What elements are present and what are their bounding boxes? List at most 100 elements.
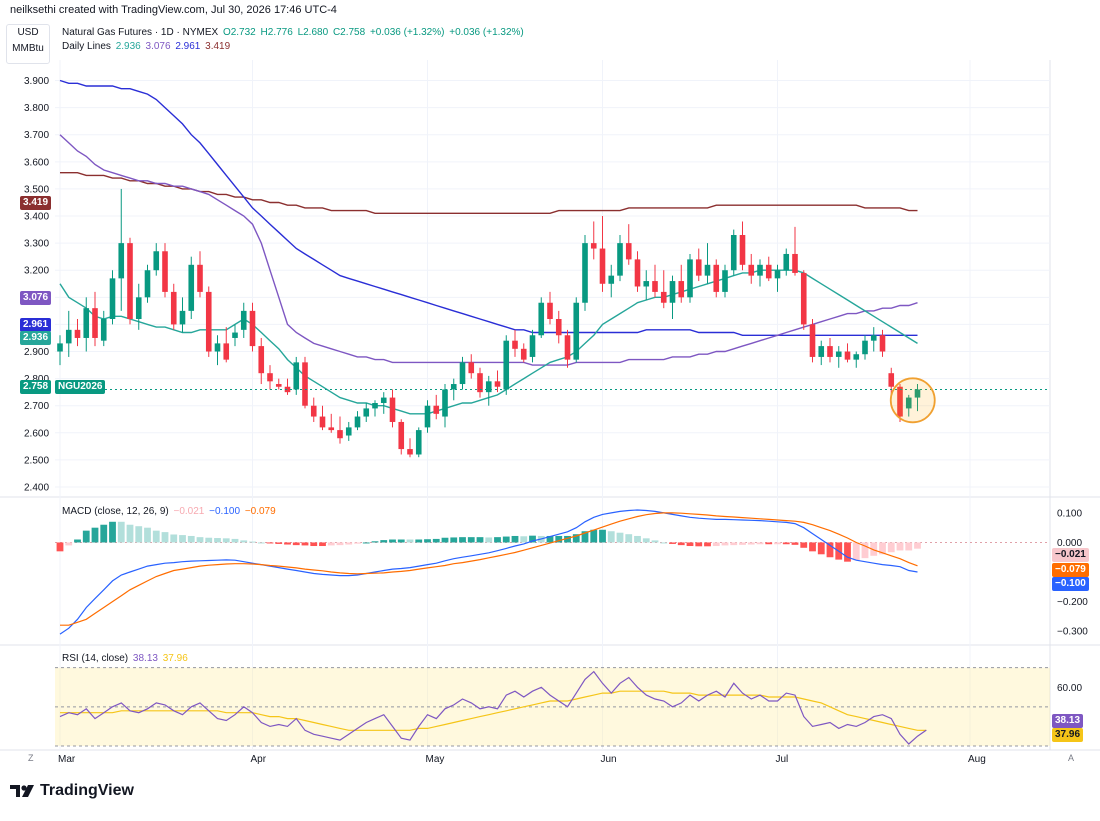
candle-body (205, 291, 212, 352)
macd-histogram-bar (152, 530, 160, 543)
macd-signal-line (60, 512, 918, 626)
candle-body (65, 329, 72, 344)
candle-body (827, 346, 833, 357)
ohlc-high: H2.776 (260, 27, 293, 38)
candle-body (293, 362, 300, 390)
macd-label: MACD (close, 12, 26, 9) (62, 506, 169, 517)
macd-histogram-bar (301, 542, 309, 546)
macd-histogram-bar (284, 542, 291, 545)
macd-histogram-bar (310, 542, 318, 547)
candle-body (144, 270, 151, 298)
tradingview-mark-icon (10, 783, 36, 799)
ma-line-maroon (60, 172, 918, 214)
candle-body (590, 243, 597, 249)
candle-body (800, 272, 807, 325)
unit-box[interactable]: USD MMBtu (6, 24, 50, 64)
candle-body (74, 329, 81, 338)
macd-histogram-bar (397, 539, 405, 543)
macd-histogram-bar (196, 537, 204, 543)
candle-body (564, 335, 571, 360)
candle-body (538, 302, 545, 336)
candle-body (652, 281, 658, 292)
price-tick-label: 3.500 (24, 184, 49, 195)
macd-histogram-bar (607, 531, 615, 543)
macd-histogram-bar (187, 535, 195, 543)
macd-histogram-bar (406, 539, 414, 543)
candle-body (240, 310, 247, 330)
ohlc-change-2: +0.036 (+1.32%) (449, 27, 524, 38)
candle-body (302, 362, 308, 406)
macd-histogram-bar (616, 532, 624, 543)
macd-histogram-bar (494, 537, 501, 543)
macd-legend: MACD (close, 12, 26, 9) −0.021 −0.100 −0… (62, 506, 278, 517)
price-tag-last: 2.758 (20, 380, 52, 394)
macd-histogram-bar (529, 535, 536, 543)
candle-body (687, 259, 693, 298)
macd-histogram-bar (345, 542, 353, 545)
candle-body (792, 253, 798, 273)
macd-histogram-bar (109, 521, 116, 543)
candle-body (862, 340, 868, 355)
candle-body (223, 343, 230, 360)
price-tick-label: 3.400 (24, 212, 49, 223)
candle-body (477, 373, 483, 393)
candle-body (722, 270, 728, 292)
candle-body (818, 346, 825, 357)
candle-body (249, 310, 256, 347)
macd-histogram-bar (275, 542, 283, 544)
contract-tag: NGU2026 (55, 380, 106, 394)
line-value-teal: 2.936 (115, 41, 141, 52)
candle-body (599, 248, 606, 284)
price-tag-blue: 2.961 (20, 318, 52, 332)
candle-body (415, 430, 422, 455)
candle-body (897, 386, 903, 417)
macd-tag-signal: −0.079 (1052, 563, 1089, 577)
macd-histogram-bar (415, 539, 423, 543)
symbol-name: Natural Gas Futures · 1D · NYMEX (62, 27, 219, 38)
time-tick-label: Jul (776, 754, 789, 765)
candle-body (118, 243, 125, 279)
price-tick-label: 3.200 (24, 266, 49, 277)
macd-histogram-bar (82, 530, 90, 543)
candle-body (582, 243, 588, 303)
candle-body (625, 243, 632, 260)
candle-body (617, 243, 623, 276)
macd-tag-macd: −0.100 (1052, 577, 1089, 591)
macd-histogram-bar (887, 542, 895, 553)
candle-body (730, 235, 737, 271)
candle-body (660, 291, 667, 303)
macd-histogram-bar (765, 542, 773, 545)
candle-body (319, 416, 326, 428)
macd-histogram-bar (170, 534, 178, 543)
price-tick-label: 2.500 (24, 455, 49, 466)
price-tag-maroon: 3.419 (20, 196, 52, 210)
candle-body (669, 281, 676, 303)
macd-histogram-bar (572, 534, 580, 543)
macd-histogram-bar (476, 537, 484, 543)
macd-histogram-bar (791, 542, 799, 545)
macd-histogram-bar (861, 542, 869, 559)
time-tick-label: May (426, 754, 445, 765)
macd-histogram-bar (117, 521, 125, 543)
a-label[interactable]: A (1068, 753, 1075, 763)
macd-histogram-bar (914, 542, 921, 549)
macd-histogram-bar (257, 542, 265, 544)
macd-histogram-bar (844, 542, 851, 562)
z-label[interactable]: Z (28, 753, 34, 763)
candle-body (92, 308, 98, 338)
macd-histogram-bar (380, 540, 388, 543)
rsi-tick-label: 60.00 (1057, 683, 1082, 694)
price-tick-label: 2.800 (24, 374, 49, 385)
candle-body (57, 343, 63, 352)
credit-line: neilksethi created with TradingView.com,… (10, 4, 337, 16)
macd-histogram-bar (432, 538, 440, 543)
candle-body (870, 335, 877, 341)
macd-histogram-bar (266, 542, 274, 544)
candle-body (905, 397, 912, 409)
macd-histogram-bar (126, 524, 134, 543)
highlight-circle (889, 377, 936, 424)
ohlc-change: +0.036 (+1.32%) (369, 27, 445, 38)
candle-body (573, 302, 580, 360)
